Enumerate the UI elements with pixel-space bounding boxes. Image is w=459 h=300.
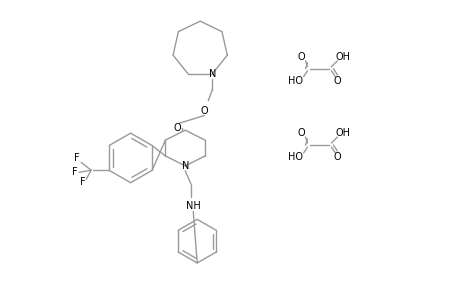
Text: HO: HO <box>287 152 302 162</box>
Text: OH: OH <box>335 52 350 62</box>
Text: N: N <box>208 69 215 79</box>
Text: O: O <box>173 123 181 133</box>
Text: O: O <box>333 152 341 162</box>
Text: NH: NH <box>185 202 200 212</box>
Text: O: O <box>200 106 207 116</box>
Text: F: F <box>73 167 78 177</box>
Text: N: N <box>181 161 189 171</box>
Text: O: O <box>333 76 341 85</box>
Text: OH: OH <box>335 128 350 138</box>
Text: HO: HO <box>287 76 302 85</box>
Text: O: O <box>297 52 305 62</box>
Text: F: F <box>80 177 86 187</box>
Text: O: O <box>297 128 305 138</box>
Text: F: F <box>74 153 80 164</box>
